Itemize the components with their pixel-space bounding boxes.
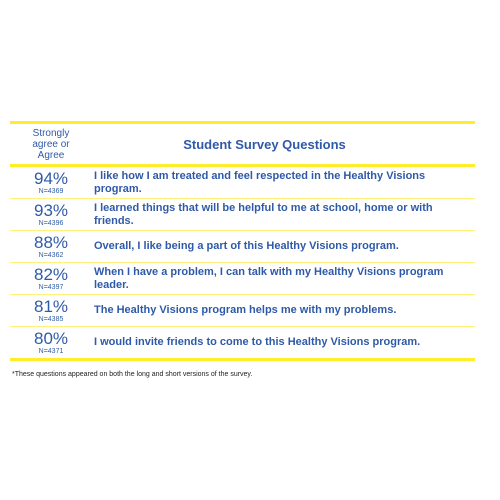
row-divider: [10, 230, 475, 231]
question-text: I would invite friends to come to this H…: [94, 336, 421, 348]
agree-column-header: Strongly agree or Agree: [32, 127, 70, 161]
percent-cell: 81% N=4385: [10, 296, 92, 324]
question-text: I learned things that will be helpful to…: [94, 201, 433, 227]
percent-cell: 94% N=4369: [10, 168, 92, 196]
percent-value: 81%: [33, 296, 69, 316]
row-divider: [10, 262, 475, 263]
percent-cell: 80% N=4371: [10, 328, 92, 356]
survey-table: Strongly agree or Agree Student Survey Q…: [10, 121, 475, 361]
table-row: 88% N=4362 Overall, I like being a part of…: [10, 231, 475, 262]
percent-cell: 93% N=4396: [10, 200, 92, 228]
survey-rows: 94% N=4369 I like how I am treated and fee…: [10, 167, 475, 358]
table-row: 80% N=4371 I would invite friends to come …: [10, 327, 475, 358]
question-text: I like how I am treated and feel respect…: [94, 169, 426, 195]
row-divider: [10, 326, 475, 327]
sample-size: N=4397: [38, 283, 64, 291]
sample-size: N=4385: [38, 315, 64, 323]
table-row: 93% N=4396 I learned things that will be h…: [10, 199, 475, 230]
percent-value: 80%: [33, 328, 69, 348]
percent-value: 93%: [33, 200, 69, 220]
table-row: 81% N=4385 The Healthy Visions program hel…: [10, 295, 475, 326]
table-title: Student Survey Questions: [183, 136, 346, 152]
bottom-rule: [10, 358, 475, 361]
sample-size: N=4362: [38, 251, 64, 259]
percent-cell: 88% N=4362: [10, 232, 92, 260]
question-text: Overall, I like being a part of this Hea…: [94, 240, 399, 252]
percent-value: 88%: [33, 232, 69, 252]
question-text: The Healthy Visions program helps me wit…: [94, 304, 397, 316]
table-row: 94% N=4369 I like how I am treated and fee…: [10, 167, 475, 198]
percent-value: 94%: [33, 168, 69, 188]
footnote: *These questions appeared on both the lo…: [12, 371, 253, 378]
sample-size: N=4369: [38, 187, 64, 195]
percent-value: 82%: [33, 264, 69, 284]
header-rule: [10, 164, 475, 167]
header-row: Strongly agree or Agree Student Survey Q…: [10, 124, 475, 164]
sample-size: N=4371: [38, 347, 64, 355]
percent-cell: 82% N=4397: [10, 264, 92, 292]
top-rule: [10, 121, 475, 124]
row-divider: [10, 198, 475, 199]
question-text: When I have a problem, I can talk with m…: [94, 265, 444, 291]
sample-size: N=4396: [38, 219, 64, 227]
table-row: 82% N=4397 When I have a problem, I can ta…: [10, 263, 475, 294]
row-divider: [10, 294, 475, 295]
